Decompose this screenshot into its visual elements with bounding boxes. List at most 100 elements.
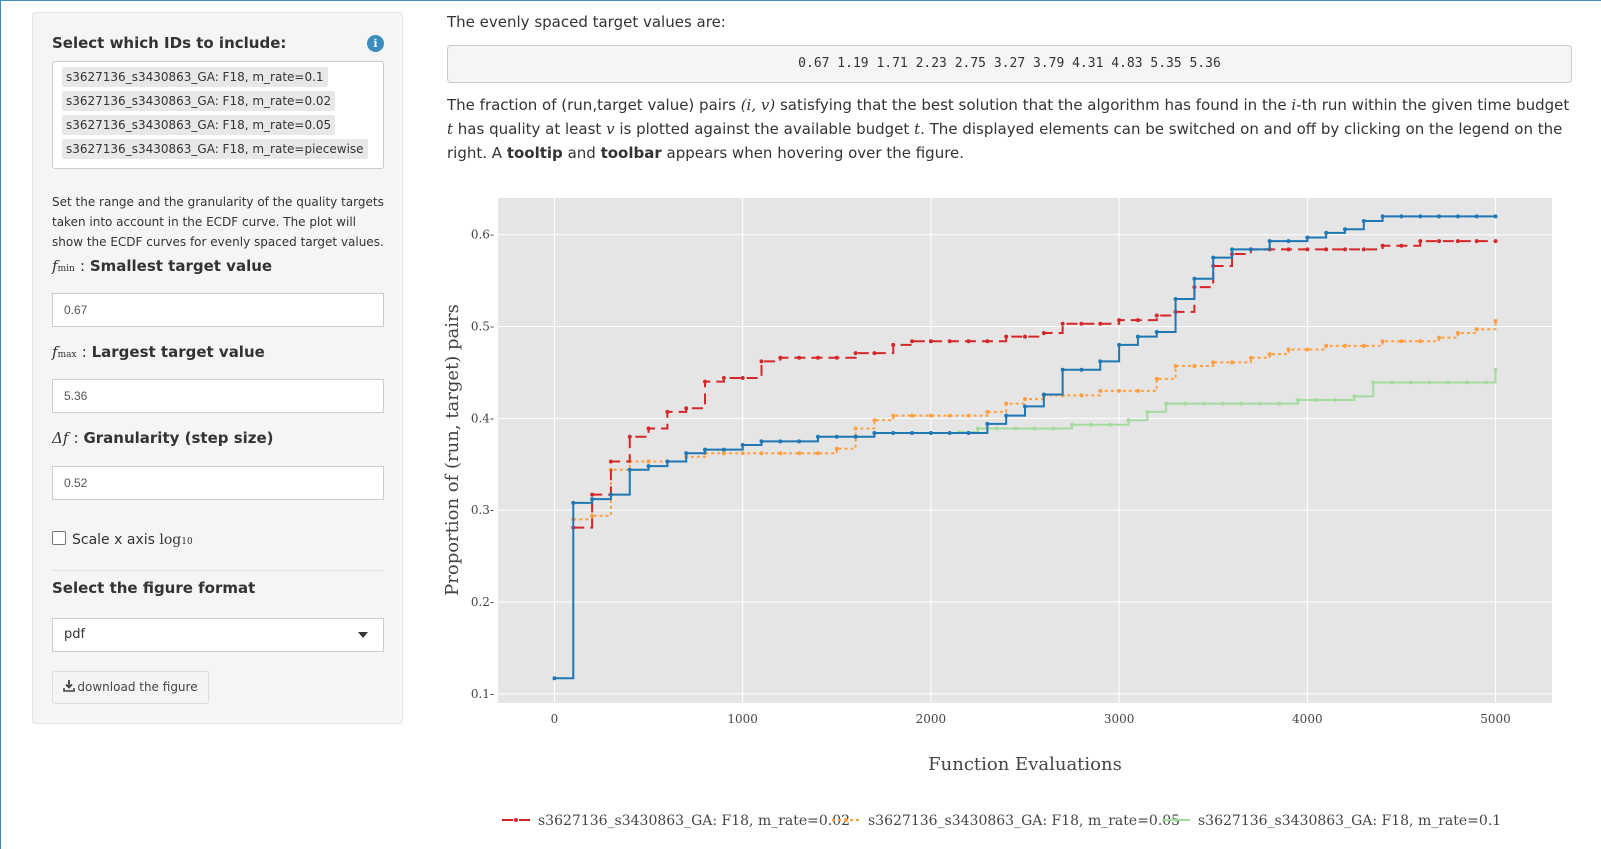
- series-point[interactable]: [1154, 313, 1159, 318]
- series-point[interactable]: [994, 426, 999, 431]
- series-point[interactable]: [665, 459, 670, 464]
- series-point[interactable]: [853, 426, 858, 431]
- series-point[interactable]: [1455, 214, 1460, 219]
- series-point[interactable]: [608, 459, 613, 464]
- series-point[interactable]: [1098, 388, 1103, 393]
- series-point[interactable]: [721, 451, 726, 456]
- series-point[interactable]: [1493, 214, 1498, 219]
- series-point[interactable]: [1474, 214, 1479, 219]
- series-point[interactable]: [1135, 318, 1140, 323]
- series-point[interactable]: [1154, 376, 1159, 381]
- series-point[interactable]: [778, 451, 783, 456]
- series-point[interactable]: [627, 434, 632, 439]
- series-point[interactable]: [1023, 334, 1027, 339]
- series-point[interactable]: [1324, 230, 1329, 235]
- series-point[interactable]: [1107, 422, 1112, 427]
- series-point[interactable]: [985, 409, 990, 414]
- series-point[interactable]: [1248, 355, 1253, 360]
- series-point[interactable]: [1286, 347, 1291, 352]
- series-point[interactable]: [966, 339, 971, 344]
- series-point[interactable]: [1455, 239, 1460, 244]
- series-point[interactable]: [1342, 227, 1347, 232]
- series-point[interactable]: [834, 355, 839, 360]
- series-point[interactable]: [1295, 398, 1300, 402]
- series-point[interactable]: [985, 339, 990, 344]
- series-point[interactable]: [797, 439, 802, 444]
- series-point[interactable]: [1023, 397, 1027, 402]
- series-point[interactable]: [1474, 239, 1479, 244]
- series-point[interactable]: [590, 497, 595, 502]
- series-point[interactable]: [778, 439, 783, 444]
- series-point[interactable]: [646, 459, 651, 464]
- series-line[interactable]: [573, 240, 1496, 529]
- series-point[interactable]: [1126, 418, 1131, 423]
- series-point[interactable]: [1493, 239, 1498, 244]
- series-point[interactable]: [797, 451, 802, 456]
- series-point[interactable]: [1230, 247, 1235, 252]
- series-point[interactable]: [1032, 426, 1037, 431]
- series-point[interactable]: [1173, 297, 1178, 301]
- series-point[interactable]: [815, 434, 820, 439]
- series-point[interactable]: [1070, 422, 1075, 427]
- series-point[interactable]: [1117, 318, 1122, 323]
- series-point[interactable]: [1041, 330, 1046, 335]
- series-point[interactable]: [721, 447, 726, 452]
- series-point[interactable]: [1277, 401, 1282, 406]
- id-chip[interactable]: s3627136_s3430863_GA: F18, m_rate=0.1: [62, 67, 328, 87]
- series-0[interactable]: [552, 214, 1498, 681]
- series-point[interactable]: [1324, 343, 1329, 348]
- series-point[interactable]: [910, 431, 915, 436]
- series-point[interactable]: [1004, 413, 1009, 418]
- series-point[interactable]: [778, 355, 783, 360]
- series-point[interactable]: [1088, 422, 1093, 427]
- series-point[interactable]: [1154, 330, 1159, 335]
- series-point[interactable]: [872, 431, 877, 436]
- series-point[interactable]: [1192, 276, 1197, 281]
- series-point[interactable]: [928, 431, 933, 436]
- series-point[interactable]: [1192, 364, 1197, 369]
- chart-legend[interactable]: s3627136_s3430863_GA: F18, m_rate=0.02 s3…: [502, 813, 1501, 829]
- series-point[interactable]: [1399, 339, 1404, 344]
- series-point[interactable]: [703, 379, 708, 384]
- legend-item[interactable]: s3627136_s3430863_GA: F18, m_rate=0.1: [1162, 813, 1501, 829]
- series-point[interactable]: [1060, 367, 1065, 372]
- series-point[interactable]: [1117, 342, 1122, 347]
- series-point[interactable]: [1474, 327, 1479, 332]
- series-point[interactable]: [1305, 247, 1310, 252]
- series-point[interactable]: [1267, 239, 1272, 244]
- series-point[interactable]: [797, 355, 802, 360]
- series-point[interactable]: [740, 451, 745, 456]
- series-point[interactable]: [1493, 319, 1498, 324]
- series-point[interactable]: [1220, 401, 1225, 406]
- series-point[interactable]: [646, 464, 651, 469]
- series-point[interactable]: [740, 375, 745, 380]
- fmax-input[interactable]: 5.36: [52, 379, 384, 413]
- series-point[interactable]: [1408, 380, 1413, 385]
- format-select[interactable]: pdf: [52, 618, 384, 652]
- series-point[interactable]: [1380, 243, 1385, 248]
- series-point[interactable]: [815, 451, 820, 456]
- series-point[interactable]: [684, 406, 689, 411]
- series-point[interactable]: [891, 431, 896, 436]
- series-point[interactable]: [1324, 247, 1329, 252]
- id-chip[interactable]: s3627136_s3430863_GA: F18, m_rate=0.05: [62, 115, 336, 135]
- series-point[interactable]: [684, 451, 689, 456]
- series-point[interactable]: [740, 442, 745, 447]
- series-point[interactable]: [1267, 352, 1272, 357]
- series-point[interactable]: [1437, 239, 1442, 244]
- series-point[interactable]: [759, 451, 764, 456]
- series-point[interactable]: [1333, 398, 1338, 402]
- series-point[interactable]: [590, 492, 595, 497]
- series-point[interactable]: [966, 413, 971, 418]
- ecdf-chart[interactable]: 0 1000 2000 3000 4000 5000 0.1- 0.2- 0.3- 0.4- 0.5…: [440, 190, 1580, 840]
- series-point[interactable]: [1437, 335, 1442, 340]
- series-point[interactable]: [872, 351, 877, 356]
- series-point[interactable]: [571, 500, 576, 505]
- series-point[interactable]: [834, 434, 839, 439]
- series-point[interactable]: [1493, 367, 1498, 372]
- series-point[interactable]: [834, 446, 839, 451]
- series-point[interactable]: [1361, 247, 1366, 252]
- series-point[interactable]: [1446, 380, 1451, 385]
- series-point[interactable]: [1399, 243, 1404, 248]
- series-point[interactable]: [552, 676, 557, 681]
